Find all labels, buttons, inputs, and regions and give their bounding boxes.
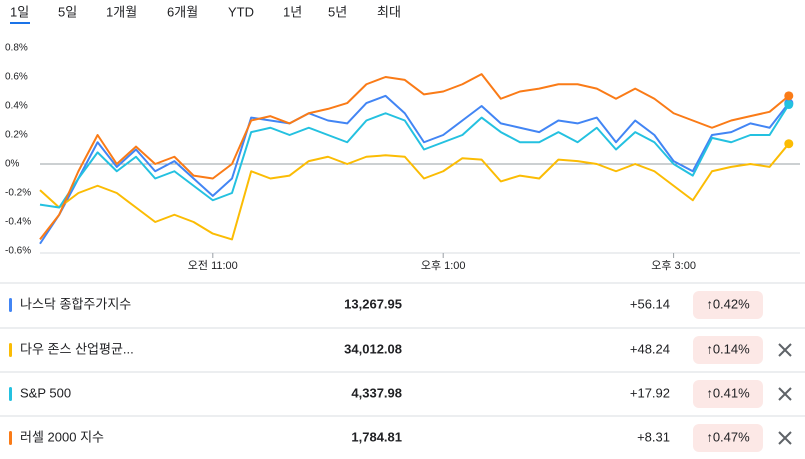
series-end-dot (784, 100, 794, 110)
series-end-dot (784, 139, 794, 149)
price: 4,337.98 (351, 385, 402, 400)
time-range-tab[interactable]: 최대 (377, 4, 401, 19)
percent-change: ↑0.14% (706, 341, 750, 356)
y-tick-label: 0% (5, 159, 20, 170)
x-tick-label: 오후 1:00 (421, 259, 466, 272)
percent-badge (693, 380, 763, 408)
legend-marker (9, 387, 12, 401)
price: 1,784.81 (351, 429, 402, 444)
time-range-tab[interactable]: 5일 (58, 4, 77, 19)
remove-button[interactable] (778, 387, 792, 401)
y-tick-label: 0.4% (5, 101, 28, 112)
index-name: S&P 500 (20, 385, 71, 400)
time-range-tab[interactable]: 1일 (10, 4, 29, 19)
time-range-tab[interactable]: YTD (228, 4, 254, 19)
legend-marker (9, 343, 12, 357)
change: +17.92 (630, 385, 670, 400)
remove-icon (778, 431, 792, 445)
series-line (39, 94, 790, 245)
change: +56.14 (630, 296, 670, 311)
y-tick-label: 0.6% (5, 72, 28, 83)
y-tick-label: -0.2% (5, 188, 31, 199)
y-tick-label: 0.2% (5, 130, 28, 141)
series-line (39, 73, 790, 241)
y-tick-label: 0.8% (5, 43, 28, 54)
percent-change: ↑0.47% (706, 429, 750, 444)
percent-badge (693, 291, 763, 319)
y-tick-label: -0.6% (5, 246, 31, 257)
percent-badge (693, 424, 763, 452)
legend-marker (9, 298, 12, 312)
legend-marker (9, 431, 12, 445)
time-range-tab[interactable]: 1년 (283, 4, 302, 19)
y-tick-label: -0.4% (5, 217, 31, 228)
time-range-tab[interactable]: 6개월 (167, 4, 198, 19)
change: +48.24 (630, 341, 670, 356)
percent-change: ↑0.42% (706, 296, 750, 311)
percent-badge (693, 336, 763, 364)
tab-underline (10, 22, 30, 24)
time-range-tab[interactable]: 5년 (328, 4, 347, 19)
remove-button[interactable] (778, 343, 792, 357)
remove-button[interactable] (778, 431, 792, 445)
price: 13,267.95 (344, 296, 402, 311)
series-line (39, 104, 790, 209)
series-end-dot (784, 91, 794, 101)
remove-icon (778, 343, 792, 357)
index-name: 다우 존스 산업평균... (20, 341, 134, 356)
remove-icon (778, 387, 792, 401)
price: 34,012.08 (344, 341, 402, 356)
series-line (39, 143, 790, 241)
index-name: 러셀 2000 지수 (20, 429, 104, 444)
x-tick-label: 오전 11:00 (188, 259, 238, 272)
change: +8.31 (637, 429, 670, 444)
x-tick-label: 오후 3:00 (651, 259, 696, 272)
time-range-tab[interactable]: 1개월 (106, 4, 137, 19)
index-name: 나스닥 종합주가지수 (20, 296, 131, 311)
percent-change: ↑0.41% (706, 385, 750, 400)
